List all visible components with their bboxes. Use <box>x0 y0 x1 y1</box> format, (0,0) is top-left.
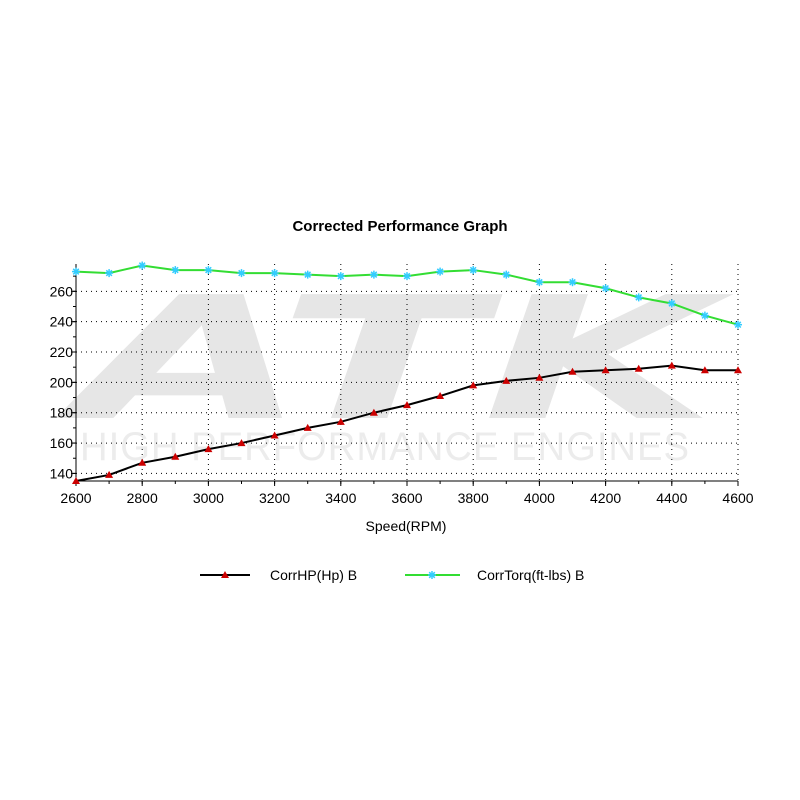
torque-point <box>436 267 445 276</box>
watermark-logo: ATK <box>54 261 735 459</box>
legend-entry-torque: CorrTorq(ft-lbs) B <box>405 567 584 583</box>
torque-point <box>700 311 709 320</box>
legend-star-glyph <box>428 571 436 579</box>
torque-point <box>270 269 279 278</box>
y-tick-label: 220 <box>50 344 74 360</box>
torque-point <box>369 270 378 279</box>
x-tick-label: 3600 <box>391 490 422 506</box>
hp-point <box>336 417 345 425</box>
y-tick-label: 200 <box>50 374 74 390</box>
y-tick-label: 160 <box>50 435 74 451</box>
x-tick-label: 3400 <box>325 490 356 506</box>
y-tick-label: 140 <box>50 465 74 481</box>
hp-point <box>171 452 180 460</box>
legend: CorrHP(Hp) B CorrTorq(ft-lbs) B <box>200 567 584 583</box>
torque-point <box>303 270 312 279</box>
hp-point <box>700 366 709 374</box>
torque-point <box>469 266 478 275</box>
x-tick-label: 3200 <box>259 490 290 506</box>
y-tick-label: 260 <box>50 283 74 299</box>
torque-point <box>72 267 80 276</box>
torque-point <box>171 266 180 275</box>
legend-torque-marker <box>428 571 436 579</box>
hp-point <box>436 392 445 400</box>
torque-point <box>601 284 610 293</box>
watermark: ATK HIGH PERFORMANCE ENGINES <box>54 261 735 469</box>
y-tick-labels: 140 160 180 200 220 240 260 <box>50 283 74 481</box>
hp-point <box>535 373 544 381</box>
hp-point <box>138 458 147 466</box>
legend-entry-hp: CorrHP(Hp) B <box>200 567 357 583</box>
series <box>72 261 742 484</box>
hp-point <box>568 367 577 375</box>
hp-point <box>237 439 246 447</box>
legend-torque-label: CorrTorq(ft-lbs) B <box>477 567 584 583</box>
hp-point <box>634 364 643 372</box>
hp-point <box>734 366 742 374</box>
torque-point <box>568 278 577 287</box>
legend-hp-marker <box>221 571 229 578</box>
torque-point <box>105 269 114 278</box>
x-tick-labels: 2600 2800 3000 3200 3400 3600 3800 4000 4200 4400… <box>60 490 753 506</box>
legend-hp-label: CorrHP(Hp) B <box>270 567 357 583</box>
hp-point <box>105 470 114 478</box>
torque-point <box>634 293 643 302</box>
x-tick-label: 4000 <box>524 490 555 506</box>
hp-point <box>303 423 312 431</box>
torque-point <box>734 320 742 329</box>
x-tick-label: 4400 <box>656 490 687 506</box>
torque-point <box>403 272 411 281</box>
torque-point <box>336 272 345 281</box>
x-tick-label: 4600 <box>722 490 753 506</box>
y-tick-label: 180 <box>50 405 74 421</box>
x-tick-label: 3800 <box>458 490 489 506</box>
x-tick-label: 3000 <box>193 490 224 506</box>
hp-point <box>72 477 80 484</box>
hp-point <box>403 401 411 409</box>
hp-point <box>469 381 478 389</box>
torque-point <box>204 266 213 275</box>
hp-point <box>502 376 511 384</box>
torque-point <box>502 270 511 279</box>
hp-point <box>601 366 610 374</box>
torque-point <box>138 261 147 270</box>
grid <box>76 264 738 481</box>
x-axis-label: Speed(RPM) <box>366 518 447 534</box>
hp-point <box>204 445 213 453</box>
chart-title: Corrected Performance Graph <box>292 218 507 235</box>
hp-point <box>270 431 279 439</box>
x-tick-label: 2800 <box>127 490 158 506</box>
y-tick-label: 240 <box>50 314 74 330</box>
torque-point <box>535 278 544 287</box>
hp-point <box>369 408 378 416</box>
x-tick-label: 2600 <box>60 490 91 506</box>
hp-point <box>667 361 676 369</box>
watermark-tagline: HIGH PERFORMANCE ENGINES <box>80 425 690 469</box>
torque-point <box>667 299 676 308</box>
torque-point <box>237 269 246 278</box>
x-tick-label: 4200 <box>590 490 621 506</box>
